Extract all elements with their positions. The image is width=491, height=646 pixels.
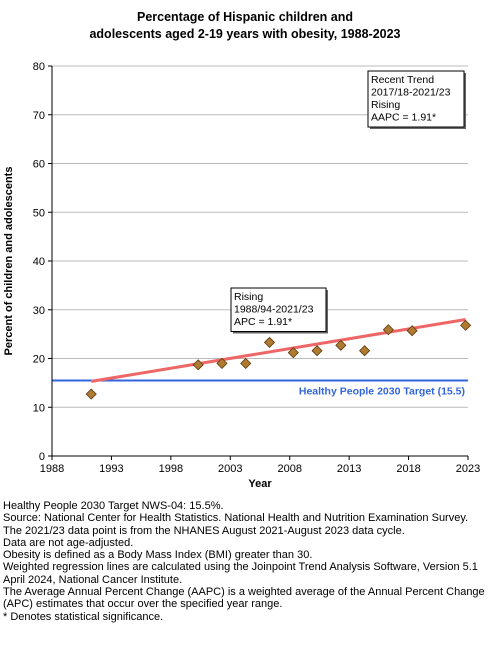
y-tick-label: 40 (33, 256, 45, 268)
y-tick-label: 10 (33, 402, 45, 414)
footnote-line: Obesity is defined as a Body Mass Index … (3, 549, 313, 562)
data-point (460, 319, 472, 331)
y-axis-title: Percent of children and adolescents (3, 167, 15, 356)
annotation-line: 2017/18-2021/23 (371, 87, 451, 99)
data-point (382, 324, 394, 336)
chart-title-line-1: Percentage of Hispanic children and (137, 10, 353, 24)
footnote-line: Weighted regression lines are calculated… (3, 561, 478, 586)
x-tick-label: 2003 (218, 463, 242, 475)
data-point (359, 345, 371, 357)
x-tick-label: 1988 (40, 463, 64, 475)
data-point (216, 357, 228, 369)
annotation-line: Recent Trend (371, 74, 434, 86)
footnotes: Healthy People 2030 Target NWS-04: 15.5%… (3, 500, 489, 623)
annotation-box (367, 70, 465, 128)
data-point (311, 345, 323, 357)
data-points (85, 319, 472, 400)
data-point (406, 325, 418, 337)
footnote-line: * Denotes statistical significance. (3, 610, 164, 623)
annotation-line: Rising (371, 99, 400, 111)
target-line-label: Healthy People 2030 Target (15.5) (299, 385, 465, 397)
annotation-box (230, 287, 327, 332)
x-tick-label: 2018 (396, 463, 420, 475)
chart: Percentage of Hispanic children and adol… (3, 10, 480, 490)
x-axis-title: Year (248, 478, 272, 490)
footnote-line: Data are not age-adjusted. (3, 536, 134, 549)
target-line-group: Healthy People 2030 Target (15.5) (52, 379, 468, 397)
footnote-line: The Average Annual Percent Change (AAPC)… (3, 586, 485, 611)
y-tick-label: 50 (33, 207, 45, 219)
trend-line-group (90, 318, 466, 383)
y-tick-label: 30 (33, 305, 45, 317)
footnote-line: Healthy People 2030 Target NWS-04: 15.5%… (3, 500, 224, 512)
x-tick-label: 1998 (159, 463, 183, 475)
x-tick-label: 2008 (277, 463, 301, 475)
annotation-line: APC = 1.91* (234, 316, 292, 328)
x-tick-label: 2013 (337, 463, 361, 475)
data-point (85, 388, 97, 400)
y-tick-label: 60 (33, 159, 45, 171)
x-tick-label: 1993 (99, 463, 123, 475)
annotation-line: AAPC = 1.91* (371, 112, 436, 124)
data-point (263, 336, 276, 348)
y-tick-label: 80 (33, 61, 45, 73)
trend-line (90, 318, 466, 383)
annotation-line: Rising (234, 291, 263, 303)
annotation-line: 1988/94-2021/23 (234, 304, 314, 316)
x-tick-label: 2023 (456, 463, 480, 475)
data-point (240, 357, 252, 369)
data-point (192, 359, 204, 371)
data-point (287, 347, 299, 359)
y-tick-label: 70 (33, 110, 45, 122)
data-point (335, 339, 347, 351)
footnote-line: The 2021/23 data point is from the NHANE… (3, 524, 405, 537)
y-tick-label: 0 (39, 451, 45, 463)
footnote-line: Source: National Center for Health Stati… (3, 512, 469, 525)
axes: 0 10 20 30 40 50 60 70 80 1988 1993 1998 2003 2008 201… (33, 61, 480, 475)
y-tick-label: 20 (33, 354, 45, 366)
chart-title-line-2: adolescents aged 2-19 years with obesity… (89, 27, 400, 41)
